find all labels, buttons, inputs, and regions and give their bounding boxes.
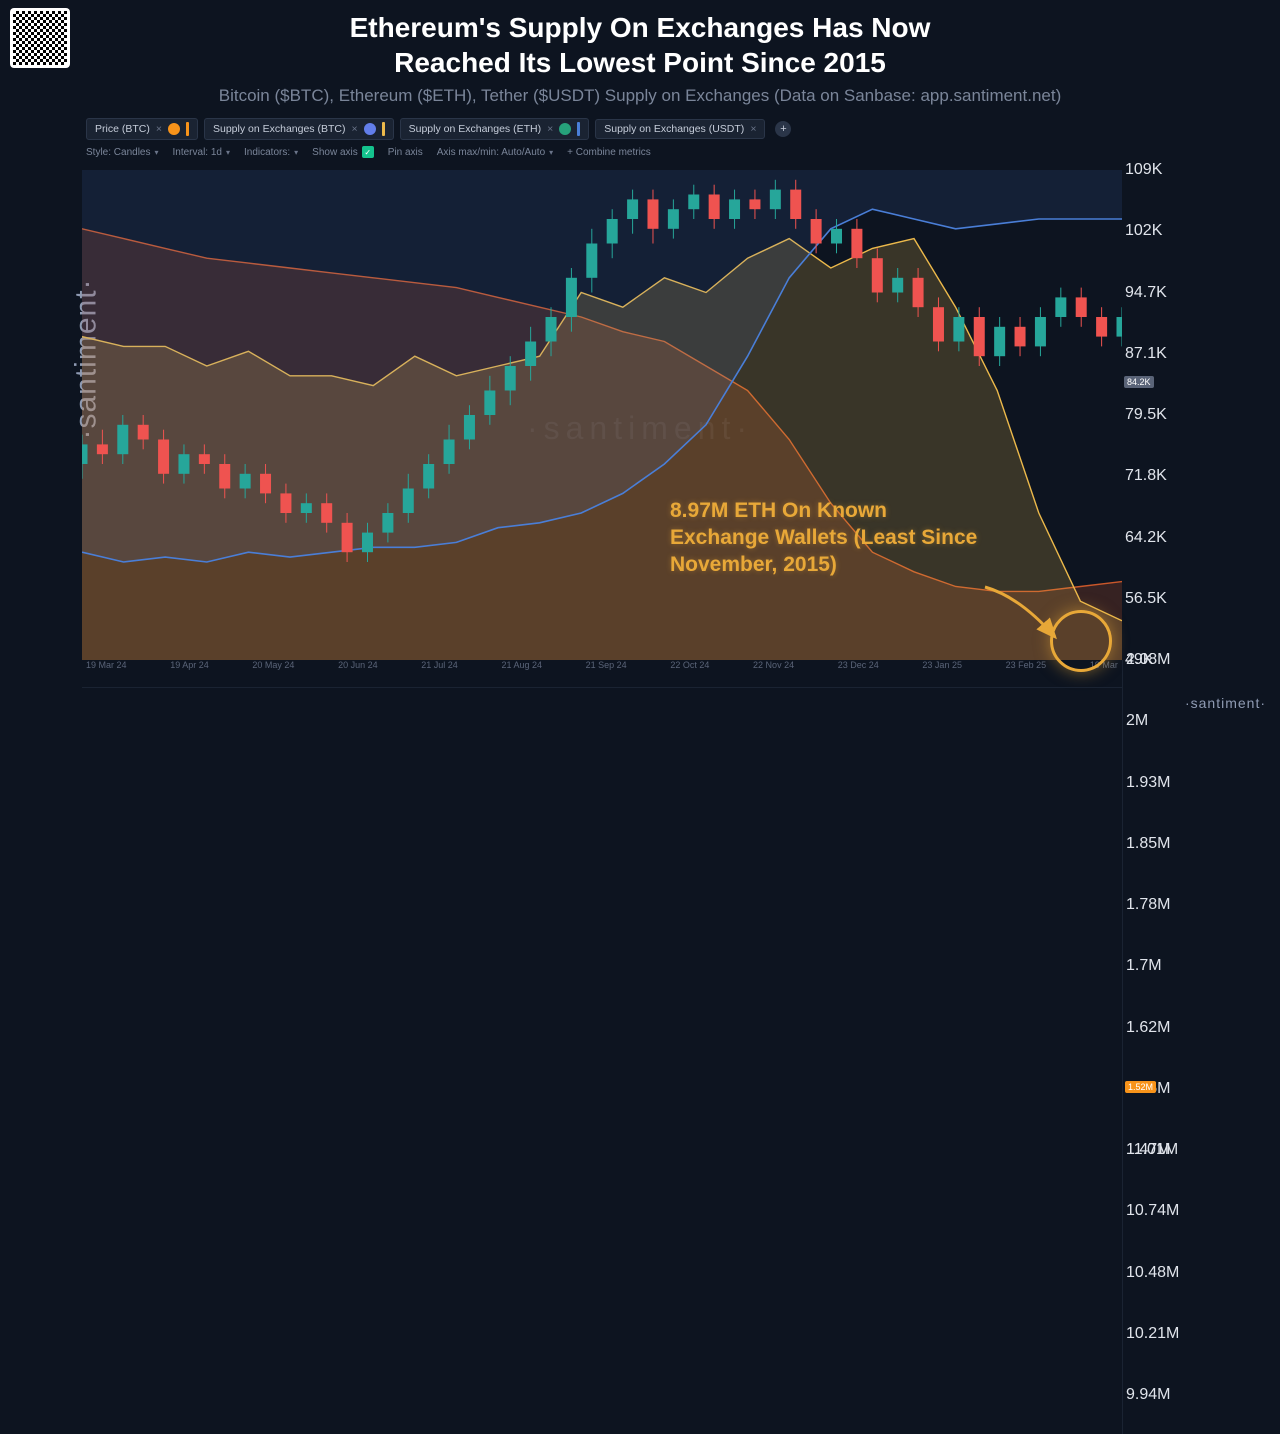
x-tick-label: 19 Apr 24 <box>170 660 209 670</box>
chip-remove-icon[interactable]: × <box>547 123 553 135</box>
y-axis-supply_btc: 2.08M2M1.93M1.85M1.78M1.7M1.62M1.55M1.47… <box>1122 660 1161 1150</box>
x-tick-label: 20 May 24 <box>252 660 294 670</box>
qr-code <box>10 8 70 68</box>
chip-remove-icon[interactable]: × <box>750 123 756 135</box>
chip-supply-usdt[interactable]: Supply on Exchanges (USDT) × <box>595 119 765 139</box>
y-axes: 109K102K94.7K87.1K79.5K71.8K64.2K56.5K49… <box>1122 170 1280 660</box>
headline-line1: Ethereum's Supply On Exchanges Has Now <box>350 12 931 43</box>
chip-price-btc[interactable]: Price (BTC) × <box>86 118 198 140</box>
chip-supply-btc[interactable]: Supply on Exchanges (BTC) × <box>204 118 394 140</box>
color-stripe <box>186 122 189 136</box>
highlight-circle <box>1050 610 1112 672</box>
eth-coin-icon <box>364 123 376 135</box>
x-tick-label: 21 Aug 24 <box>501 660 542 670</box>
headline: Ethereum's Supply On Exchanges Has Now R… <box>0 0 1280 80</box>
axis-minmax-selector[interactable]: Axis max/min: Auto/Auto▾ <box>437 147 553 158</box>
usdt-coin-icon <box>559 123 571 135</box>
add-metric-button[interactable]: + <box>775 121 791 137</box>
x-tick-label: 23 Dec 24 <box>838 660 879 670</box>
main-chart[interactable]: 19 Mar 24 19 Apr 24 20 May 24 20 Jun 24 21 J… <box>82 170 1122 680</box>
chip-label: Supply on Exchanges (ETH) <box>409 123 541 135</box>
timeline-scrubber[interactable] <box>82 687 1122 713</box>
x-tick-label: 22 Nov 24 <box>753 660 794 670</box>
style-selector[interactable]: Style: Candles▾ <box>86 147 159 158</box>
show-axis-toggle[interactable]: Show axis ✓ <box>312 146 374 158</box>
chip-remove-icon[interactable]: × <box>156 123 162 135</box>
checkbox-on-icon: ✓ <box>362 146 374 158</box>
chip-label: Price (BTC) <box>95 123 150 135</box>
subtitle: Bitcoin ($BTC), Ethereum ($ETH), Tether … <box>0 86 1280 106</box>
axis-value-badge: 84.2K <box>1124 376 1154 388</box>
chart-canvas <box>82 170 1122 660</box>
x-tick-label: 19 Mar 24 <box>86 660 127 670</box>
chip-supply-eth[interactable]: Supply on Exchanges (ETH) × <box>400 118 590 140</box>
chevron-down-icon: ▾ <box>549 148 553 157</box>
indicators-selector[interactable]: Indicators:▾ <box>244 147 298 158</box>
y-axis-price_btc: 109K102K94.7K87.1K79.5K71.8K64.2K56.5K49… <box>1122 170 1161 660</box>
y-axis-supply_eth: 11.01M10.74M10.48M10.21M9.94M9.68M9.41M9… <box>1122 1150 1161 1434</box>
btc-coin-icon <box>168 123 180 135</box>
brand-footer: ·santiment· <box>1185 695 1266 711</box>
metric-chips: Price (BTC) × Supply on Exchanges (BTC) … <box>86 118 1280 140</box>
x-tick-label: 23 Jan 25 <box>922 660 962 670</box>
interval-selector[interactable]: Interval: 1d▾ <box>173 147 231 158</box>
chip-label: Supply on Exchanges (BTC) <box>213 123 345 135</box>
color-stripe <box>577 122 580 136</box>
chip-label: Supply on Exchanges (USDT) <box>604 123 744 135</box>
chevron-down-icon: ▾ <box>154 148 158 157</box>
x-tick-label: 21 Sep 24 <box>586 660 627 670</box>
chip-remove-icon[interactable]: × <box>351 123 357 135</box>
x-tick-label: 23 Feb 25 <box>1006 660 1047 670</box>
chevron-down-icon: ▾ <box>226 148 230 157</box>
x-tick-label: 20 Jun 24 <box>338 660 378 670</box>
chart-toolbar: Style: Candles▾ Interval: 1d▾ Indicators… <box>86 146 1280 158</box>
x-axis-labels: 19 Mar 24 19 Apr 24 20 May 24 20 Jun 24 21 J… <box>82 660 1122 670</box>
chevron-down-icon: ▾ <box>294 148 298 157</box>
callout-text: 8.97M ETH On Known Exchange Wallets (Lea… <box>670 498 990 579</box>
headline-line2: Reached Its Lowest Point Since 2015 <box>394 47 886 78</box>
combine-metrics-button[interactable]: + Combine metrics <box>567 147 651 158</box>
color-stripe <box>382 122 385 136</box>
x-tick-label: 21 Jul 24 <box>421 660 458 670</box>
x-tick-label: 22 Oct 24 <box>670 660 709 670</box>
axis-value-badge: 1.52M <box>1125 1081 1156 1093</box>
pin-axis-option[interactable]: Pin axis <box>388 147 423 158</box>
